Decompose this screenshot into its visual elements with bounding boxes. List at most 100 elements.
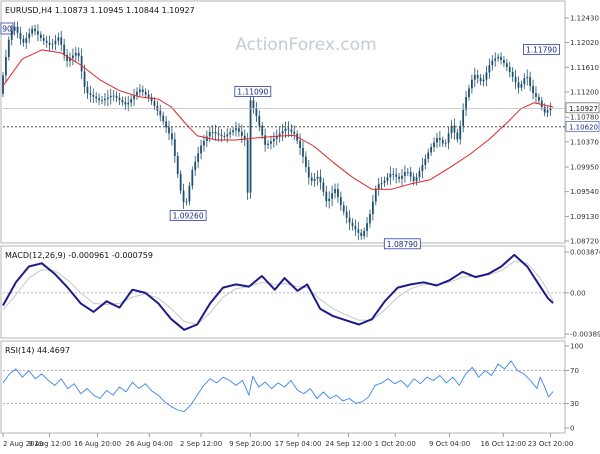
level-price-tag — [565, 120, 600, 132]
price-candle-body — [441, 139, 444, 144]
price-candle-body — [345, 211, 348, 218]
price-candle-body — [529, 76, 532, 86]
price-candle-body — [293, 131, 296, 134]
price-candle-body — [34, 28, 36, 32]
price-y-tick-label: 1.12020 — [570, 39, 599, 47]
price-y-axis: 1.12430 1.12020 1.11610 1.11200 1.10780 1.103… — [565, 15, 600, 246]
price-candle-body — [549, 108, 552, 111]
price-candle-body — [505, 63, 508, 68]
price-candle-body — [415, 177, 418, 182]
price-candle-body — [465, 97, 467, 110]
price-candle-body — [238, 128, 240, 132]
price-candle-body — [71, 55, 74, 59]
moving-average-line — [2, 49, 554, 190]
price-candle-body — [69, 58, 71, 61]
price-candle-body — [313, 178, 316, 181]
price-candle-body — [412, 176, 415, 182]
price-candle-body — [13, 26, 16, 31]
price-candle-body — [249, 100, 252, 193]
price-annotation-label: 1.09260 — [173, 212, 204, 221]
price-candle-body — [25, 38, 28, 43]
price-candle-body — [453, 125, 456, 133]
price-candle-body — [240, 131, 243, 136]
price-candle-body — [60, 37, 63, 45]
price-candle-body — [334, 189, 336, 194]
price-candle-body — [86, 86, 89, 94]
macd-line — [2, 253, 554, 331]
x-axis-tick-label: 24 Sep 12:00 — [325, 440, 372, 448]
price-candle-body — [281, 131, 284, 134]
x-axis-tick-label: 9 Oct 04:00 — [429, 440, 470, 448]
price-candle-body — [447, 133, 450, 143]
price-y-tick-label: 1.11200 — [570, 88, 599, 96]
price-candle-body — [92, 94, 95, 97]
x-axis-tick-label: 1 Oct 20:00 — [375, 440, 416, 448]
price-candle-body — [173, 139, 176, 157]
price-candle-body — [208, 132, 211, 137]
price-candle-body — [264, 135, 267, 145]
price-candle-body — [322, 182, 325, 192]
price-candle-body — [133, 95, 135, 100]
price-candle-body — [351, 222, 354, 227]
price-panel-frame — [0, 0, 566, 244]
price-candle-body — [95, 96, 98, 99]
price-annotation-label: 1.08790 — [387, 240, 418, 249]
moving-average-group — [2, 49, 554, 190]
price-y-tick-label: 1.12430 — [570, 15, 599, 23]
price-candle-body — [115, 95, 118, 98]
rsi-y-tick-label: 100 — [570, 343, 583, 351]
price-candle-body — [310, 177, 313, 181]
macd-panel-frame — [0, 245, 566, 339]
x-axis-tick-label: 2 Sep 12:00 — [180, 440, 222, 448]
price-candle-body — [520, 84, 523, 88]
price-candle-body — [220, 134, 223, 137]
macd-series-group — [2, 253, 554, 331]
price-annotation-label: 1.11090 — [237, 88, 268, 97]
price-candle-body — [243, 135, 246, 141]
price-candle-body — [494, 58, 497, 61]
price-candle-body — [275, 136, 278, 139]
x-axis-tick-label: 9 Sep 20:00 — [229, 440, 271, 448]
price-annotation-box — [169, 210, 207, 221]
price-candle-body — [232, 130, 234, 133]
price-candle-body — [205, 136, 208, 142]
macd-y-axis: 0.003876 0.00 -0.003899 — [565, 249, 600, 339]
price-candle-body — [328, 198, 331, 202]
price-candle-body — [543, 106, 546, 113]
price-candle-body — [223, 136, 226, 137]
rsi-y-tick-label: 70 — [570, 367, 579, 375]
price-candle-body — [28, 33, 31, 39]
price-candle-body — [246, 140, 249, 193]
price-candle-body — [485, 72, 488, 80]
price-candle-body — [462, 109, 465, 126]
price-y-tick-label: 1.11610 — [570, 64, 599, 72]
price-candle-body — [144, 92, 147, 95]
price-candle-body — [278, 133, 281, 137]
price-candle-body — [418, 171, 421, 178]
price-candle-body — [48, 42, 51, 45]
price-y-tick-label: 1.08720 — [570, 238, 599, 246]
price-candle-body — [354, 226, 357, 230]
price-candle-body — [371, 201, 374, 215]
price-candle-body — [130, 99, 133, 103]
price-candle-body — [433, 142, 435, 148]
price-candle-body — [316, 176, 319, 179]
price-candle-body — [337, 189, 339, 198]
price-candle-body — [304, 156, 307, 168]
price-candle-body — [290, 129, 293, 132]
price-candle-body — [523, 77, 526, 85]
price-candle-body — [77, 52, 80, 57]
price-candle-body — [10, 30, 13, 40]
price-candle-body — [369, 214, 371, 224]
price-candle-body — [360, 232, 363, 237]
price-annotation-box — [523, 44, 560, 55]
price-candle-body — [191, 170, 194, 186]
price-candle-body — [235, 128, 237, 131]
price-candle-body — [200, 145, 202, 154]
price-candle-body — [74, 52, 77, 56]
price-candle-body — [409, 172, 412, 177]
price-candle-body — [526, 76, 529, 78]
price-candle-body — [450, 125, 453, 134]
